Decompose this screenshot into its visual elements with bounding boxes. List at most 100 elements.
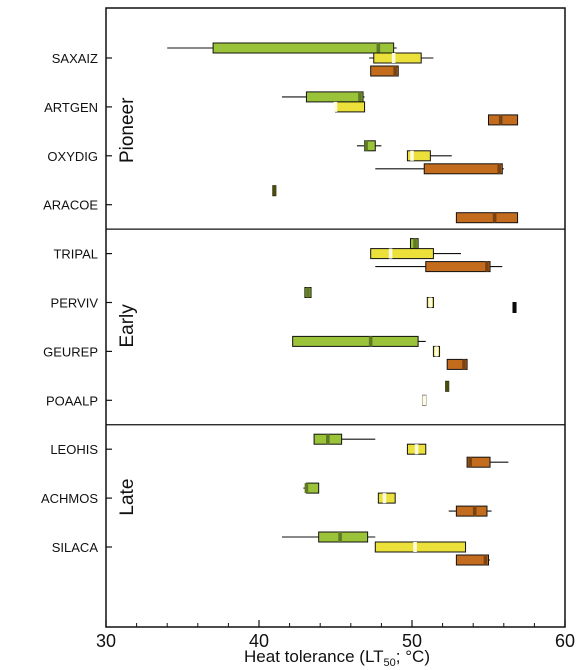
box-artgen-orange (488, 114, 519, 126)
box-perviv-green (304, 287, 312, 298)
box-body (455, 505, 488, 517)
species-labels: SAXAIZ ARTGEN OXYDIG ARACOE TRIPAL PERVIV GEUR… (41, 51, 98, 555)
box-body (305, 482, 320, 494)
box-oxydig-yellow (406, 150, 452, 162)
box-poaalp-olive (445, 380, 450, 392)
x-tick-label: 60 (555, 631, 575, 651)
box-oxydig-orange (375, 163, 504, 175)
box-body (292, 335, 419, 347)
median-mark (376, 43, 381, 53)
median-mark (333, 101, 338, 112)
box-achmos-green (303, 482, 320, 494)
x-tick-label: 40 (249, 631, 269, 651)
box-geurep-yellow (432, 345, 441, 357)
median-mark (388, 248, 393, 259)
box-artgen-green (281, 91, 365, 103)
box-body (374, 541, 467, 553)
median-mark (497, 163, 502, 174)
species-label-artgen: ARTGEN (44, 100, 98, 115)
plot-frame (105, 7, 566, 628)
box-body (488, 114, 519, 126)
box-body (370, 248, 434, 260)
box-body (455, 554, 489, 566)
box-tripal-yellow (370, 248, 461, 260)
median-mark (492, 212, 497, 223)
x-axis-title: Heat tolerance (LT50; °C) (244, 647, 430, 669)
median-mark (472, 506, 477, 517)
box-body (373, 52, 422, 64)
species-label-silaca: SILACA (52, 540, 99, 555)
box-saxaiz-yellow (369, 52, 434, 64)
box-aracoe-orange (455, 212, 519, 224)
median-mark (306, 287, 310, 298)
species-label-aracoe: ARACOE (43, 198, 98, 213)
box-artgen-yellow (333, 101, 366, 113)
box-body (425, 261, 491, 273)
box-geurep-green (292, 335, 426, 347)
median-mark (391, 53, 396, 63)
median-mark (413, 542, 417, 552)
median-mark (358, 91, 362, 102)
species-label-geurep: GEUREP (43, 344, 98, 359)
box-body (466, 456, 491, 468)
median-mark (393, 66, 397, 76)
median-mark (422, 395, 427, 406)
box-tripal-orange (375, 261, 503, 273)
box-body (212, 42, 395, 54)
x-tick-label: 50 (402, 631, 422, 651)
median-mark (413, 238, 417, 249)
median-mark (468, 457, 472, 468)
x-tick-label: 30 (96, 631, 116, 651)
box-body (446, 358, 468, 370)
box-body (377, 492, 396, 504)
box-body (335, 101, 366, 113)
x-axis-title-main: Heat tolerance (LT (244, 647, 384, 666)
box-body (318, 531, 369, 543)
median-mark (462, 359, 466, 370)
median-mark (512, 302, 517, 313)
group-label-late: Late (117, 479, 138, 516)
box-body (406, 150, 431, 162)
group-labels: Pioneer Early Late (117, 97, 138, 516)
box-silaca-orange (455, 554, 491, 566)
box-body (305, 91, 364, 103)
group-bands (105, 7, 566, 628)
box-aracoe-olive (272, 185, 277, 197)
median-mark (304, 483, 309, 494)
median-mark (414, 444, 419, 455)
box-leohis-orange (466, 456, 509, 468)
species-label-achmos: ACHMOS (41, 491, 98, 506)
box-body (370, 65, 399, 77)
x-axis-title-sub: 50 (384, 657, 396, 669)
box-oxydig-green (356, 140, 382, 152)
x-axis-title-tail: ; °C) (396, 647, 430, 666)
box-body (455, 212, 519, 224)
median-mark (410, 150, 414, 161)
median-mark (445, 381, 449, 392)
box-saxaiz-green (167, 42, 397, 54)
box-leohis-green (313, 433, 376, 445)
x-axis: 30 40 50 60 (96, 57, 575, 651)
median-mark (485, 261, 489, 272)
median-mark (382, 493, 387, 504)
species-label-leohis: LEOHIS (50, 442, 98, 457)
median-mark (428, 297, 433, 308)
box-achmos-orange (448, 505, 492, 517)
median-mark (326, 434, 330, 445)
median-mark (483, 555, 488, 565)
box-saxaiz-orange (370, 65, 399, 77)
box-poaalp-yellow (422, 394, 427, 406)
box-silaca-green (281, 531, 376, 543)
median-mark (364, 140, 368, 151)
box-plots (167, 42, 519, 566)
median-mark (272, 185, 277, 196)
median-mark (434, 346, 439, 357)
species-label-tripal: TRIPAL (53, 247, 98, 262)
box-perviv-black (512, 302, 517, 313)
species-label-perviv: PERVIV (51, 296, 99, 311)
box-perviv-yellow (426, 297, 434, 308)
group-label-early: Early (117, 304, 138, 348)
group-label-pioneer: Pioneer (117, 97, 138, 163)
species-label-oxydig: OXYDIG (47, 149, 98, 164)
